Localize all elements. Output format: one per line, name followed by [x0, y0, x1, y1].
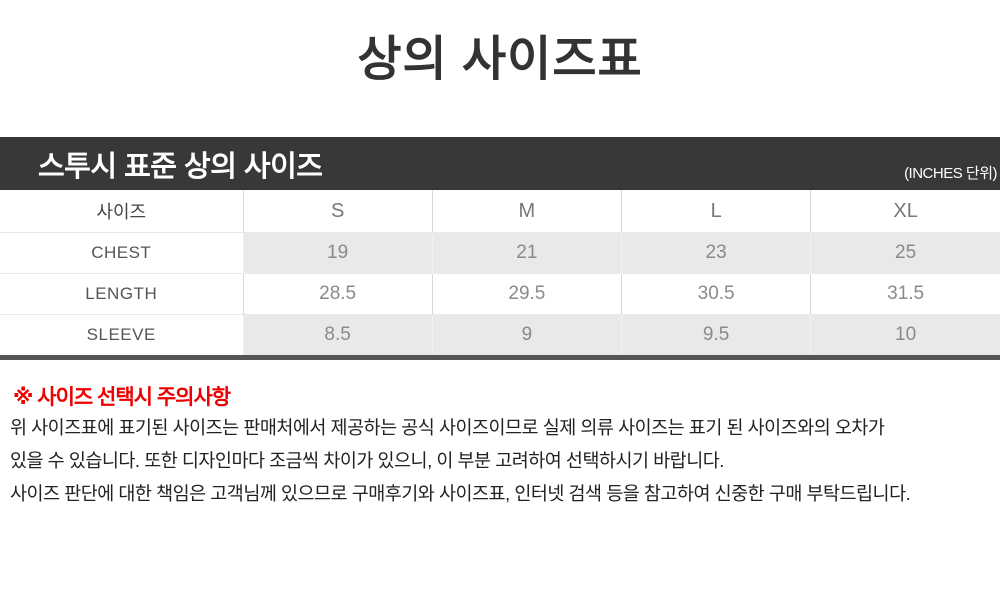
cell-chest-s: 19	[242, 232, 433, 274]
notice-heading: ※ 사이즈 선택시 주의사항	[13, 386, 231, 409]
row-label-chest: CHEST	[0, 232, 243, 274]
column-header-l: L	[620, 190, 811, 233]
size-table: 사이즈 S M L XL CHEST 19 21 23 25 LENGTH 28…	[0, 190, 1000, 360]
cell-chest-l: 23	[620, 232, 811, 274]
cell-length-s: 28.5	[242, 273, 433, 315]
section-header-bar: 스투시 표준 상의 사이즈 (INCHES 단위)	[0, 137, 1000, 190]
column-header-xl: XL	[810, 190, 1000, 233]
cell-length-m: 29.5	[431, 273, 622, 315]
corner-label: 사이즈	[0, 190, 243, 233]
page-title: 상의 사이즈표	[357, 33, 643, 86]
cell-sleeve-m: 9	[431, 314, 622, 358]
row-label-length: LENGTH	[0, 273, 243, 315]
notice-line-1: 위 사이즈표에 표기된 사이즈는 판매처에서 제공하는 공식 사이즈이므로 실제…	[10, 417, 885, 438]
cell-length-l: 30.5	[620, 273, 811, 315]
column-header-s: S	[242, 190, 433, 233]
cell-sleeve-l: 9.5	[620, 314, 811, 358]
unit-label: (INCHES 단위)	[904, 165, 997, 182]
column-header-m: M	[431, 190, 622, 233]
notice-line-2: 있을 수 있습니다. 또한 디자인마다 조금씩 차이가 있으니, 이 부분 고려…	[10, 450, 724, 471]
cell-sleeve-xl: 10	[810, 314, 1000, 358]
cell-chest-xl: 25	[810, 232, 1000, 274]
notice-body: 위 사이즈표에 표기된 사이즈는 판매처에서 제공하는 공식 사이즈이므로 실제…	[10, 411, 911, 510]
section-title: 스투시 표준 상의 사이즈	[38, 150, 323, 183]
cell-length-xl: 31.5	[810, 273, 1000, 315]
table-header-row: 사이즈 S M L XL	[0, 190, 1000, 233]
table-row-sleeve: SLEEVE 8.5 9 9.5 10	[0, 314, 1000, 358]
table-row-chest: CHEST 19 21 23 25	[0, 232, 1000, 274]
row-label-sleeve: SLEEVE	[0, 314, 243, 358]
table-row-length: LENGTH 28.5 29.5 30.5 31.5	[0, 273, 1000, 315]
cell-sleeve-s: 8.5	[242, 314, 433, 358]
cell-chest-m: 21	[431, 232, 622, 274]
notice-line-3: 사이즈 판단에 대한 책임은 고객님께 있으므로 구매후기와 사이즈표, 인터넷…	[10, 483, 911, 504]
